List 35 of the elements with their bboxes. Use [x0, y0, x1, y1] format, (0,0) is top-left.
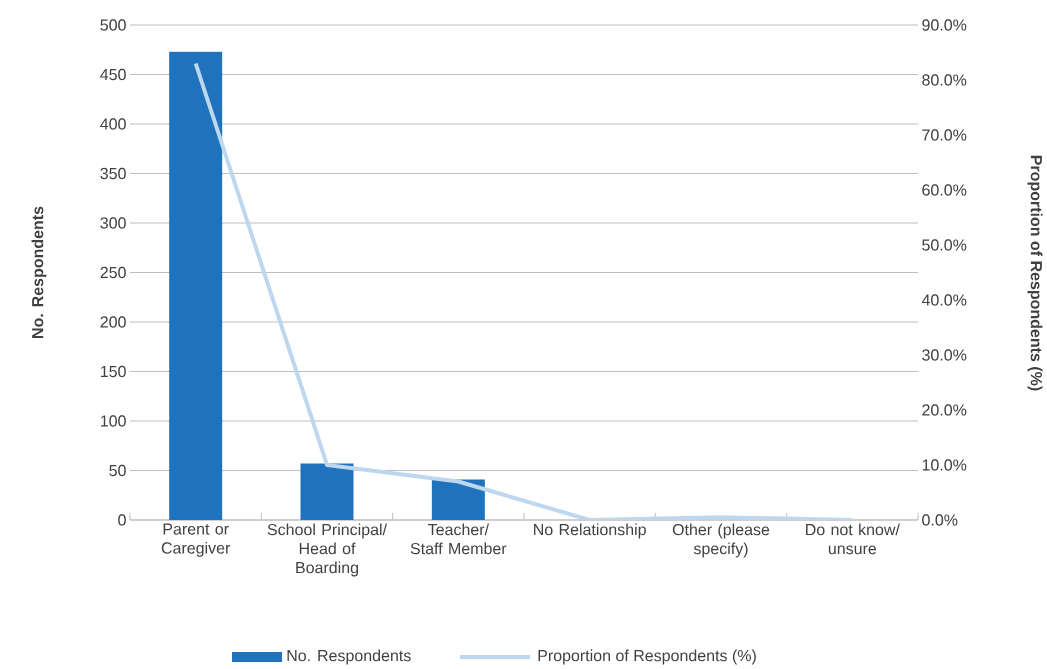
- y-tick-label: 400: [100, 118, 126, 130]
- y-tick-label: 100: [101, 415, 126, 427]
- y2-axis-title: Proportion of Respondents (%): [1027, 155, 1043, 391]
- y-tick-label: 0: [118, 514, 126, 526]
- legend-label: Proportion of Respondents (%): [538, 649, 756, 665]
- legend-label: No. Respondents: [287, 649, 411, 665]
- y-tick-label: 200: [100, 316, 126, 328]
- bar: [431, 479, 485, 520]
- y-tick-label: 500: [100, 19, 126, 31]
- y2-tick-label: 10.0%: [922, 459, 967, 471]
- bar: [300, 463, 354, 520]
- x-tick-label: Other (please specify): [672, 523, 770, 558]
- x-tick-label: Do not know/ unsure: [806, 523, 900, 555]
- y-tick-label: 50: [109, 464, 126, 477]
- bar: [169, 51, 223, 520]
- y-axis-title: No. Respondents: [31, 206, 47, 338]
- y2-tick-label: 60.0%: [922, 184, 967, 196]
- y2-tick-label: 40.0%: [921, 294, 967, 306]
- y-tick-label: 250: [100, 266, 126, 279]
- x-tick-label: Parent or Caregiver: [161, 523, 231, 557]
- x-tick-label: No Relationship: [534, 523, 646, 539]
- x-tick-label: School Principal/ Head of Boarding: [267, 523, 387, 577]
- y2-tick-label: 30.0%: [922, 349, 967, 361]
- y-tick-label: 150: [101, 365, 126, 378]
- y-tick-label: 300: [100, 217, 126, 229]
- y2-tick-label: 70.0%: [922, 129, 967, 141]
- y-tick-label: 450: [100, 68, 126, 81]
- line-series: [193, 61, 855, 520]
- y2-tick-label: 80.0%: [922, 74, 967, 86]
- y2-tick-label: 20.0%: [922, 404, 967, 416]
- y-tick-label: 350: [100, 167, 126, 180]
- y2-tick-label: 90.0%: [922, 19, 967, 31]
- y2-tick-label: 50.0%: [922, 239, 967, 251]
- y2-tick-label: 0.0%: [922, 514, 958, 526]
- x-tick-label: Teacher/ Staff Member: [410, 523, 507, 555]
